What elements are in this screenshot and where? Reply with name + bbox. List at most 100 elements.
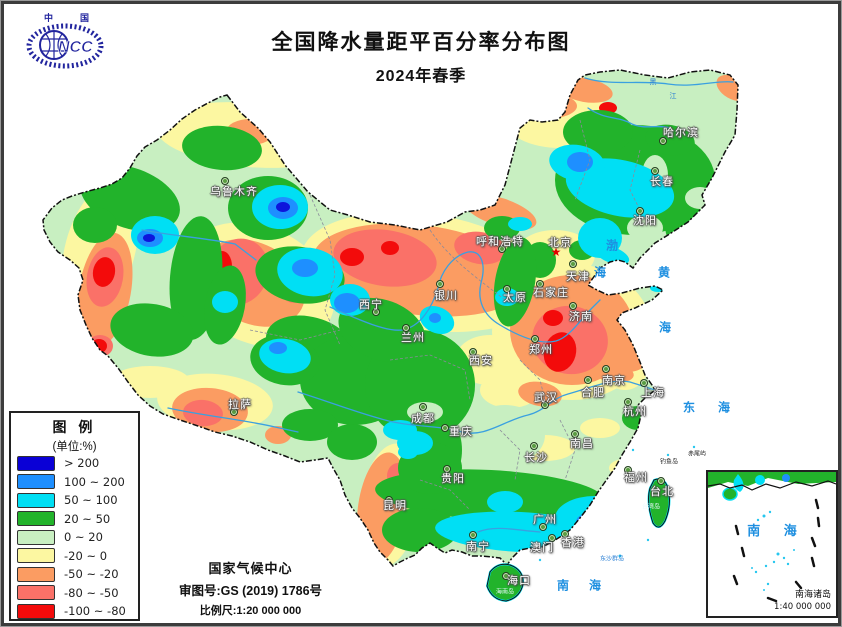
island-outlines <box>486 478 670 602</box>
legend-swatch <box>17 585 55 601</box>
legend-swatch <box>17 455 55 471</box>
city-dot <box>659 137 667 145</box>
legend-label: 0 ~ 20 <box>64 530 103 545</box>
legend-label: 50 ~ 100 <box>64 493 118 508</box>
city-label: 昆明 <box>383 500 407 512</box>
city-label: 呼和浩特 <box>476 236 524 248</box>
city-dot <box>548 534 556 542</box>
legend-swatch <box>17 548 55 564</box>
city-label: 南宁 <box>466 541 490 553</box>
city-dot <box>530 442 538 450</box>
city-label: 武汉 <box>534 392 558 404</box>
legend-item: 0 ~ 20 <box>17 528 132 547</box>
city-dot <box>503 285 511 293</box>
city-label: 海口 <box>507 575 531 587</box>
legend-unit: (单位:%) <box>52 441 97 453</box>
city-dot <box>419 403 427 411</box>
city-dot <box>498 245 506 253</box>
city-dot <box>402 324 410 332</box>
legend-label: 100 ~ 200 <box>64 474 125 489</box>
inset-graphic <box>707 472 837 603</box>
legend-item: > 200 <box>17 454 132 473</box>
city-dot <box>571 430 579 438</box>
city-dot <box>624 466 632 474</box>
legend-item: -50 ~ -20 <box>17 565 132 584</box>
city-label: 哈尔滨 <box>663 127 699 139</box>
city-label: 拉萨 <box>228 399 252 411</box>
city-label: 太原 <box>503 292 527 304</box>
city-label: 合肥 <box>581 387 605 399</box>
sea-label: 海 <box>588 578 602 593</box>
city-dot <box>584 376 592 384</box>
island-label: 钓鱼岛 <box>659 459 679 466</box>
city-dot <box>536 280 544 288</box>
legend-box: 图 例 (单位:%) > 200 100 ~ 200 50 ~ 100 20 ~ 50… <box>9 411 140 621</box>
city-label: 南京 <box>602 375 626 387</box>
approval-number: 审图号:GS (2019) 1786号 <box>178 584 323 598</box>
island-label: 江 <box>669 93 677 100</box>
city-dot <box>602 365 610 373</box>
legend-label: 20 ~ 50 <box>64 511 111 526</box>
legend-item: -80 ~ -50 <box>17 584 132 603</box>
city-dot <box>372 308 380 316</box>
city-label: 天津 <box>566 271 590 283</box>
inset-islands <box>751 510 795 591</box>
city-dot <box>469 531 477 539</box>
city-dot <box>539 523 547 531</box>
legend-swatch <box>17 529 55 545</box>
logo-ncc-text: NCC <box>58 39 93 56</box>
city-dot <box>561 530 569 538</box>
inset-scale: 1:40 000 000 <box>774 602 831 612</box>
legend-item: -20 ~ 0 <box>17 547 132 566</box>
sea-label: 南 <box>556 578 570 593</box>
page-subtitle: 2024年春季 <box>375 68 467 85</box>
org-name: 国家气候中心 <box>208 561 293 576</box>
small-islands <box>538 445 696 562</box>
sea-label: 海 <box>717 400 731 415</box>
city-label: 香港 <box>561 537 585 549</box>
legend-swatch <box>17 492 55 508</box>
footer-credits: 国家气候中心 审图号:GS (2019) 1786号 比例尺:1:20 000 … <box>148 558 353 618</box>
city-dot <box>441 424 449 432</box>
city-label: 长春 <box>650 176 674 188</box>
island-label: 东沙群岛 <box>599 556 625 563</box>
legend-swatch <box>17 603 55 619</box>
page-title: 全国降水量距平百分率分布图 <box>271 31 571 54</box>
legend-label: -80 ~ -50 <box>64 585 119 600</box>
map-scale: 比例尺:1:20 000 000 <box>199 605 302 617</box>
city-label: 长沙 <box>524 452 548 464</box>
legend-item: 100 ~ 200 <box>17 473 132 492</box>
legend-item: 20 ~ 50 <box>17 510 132 529</box>
capital-star-icon: ★ <box>550 245 562 259</box>
sea-label: 渤 <box>605 238 619 253</box>
legend-label: -100 ~ -80 <box>64 604 126 619</box>
legend-swatch <box>17 566 55 582</box>
sea-label: 黄 <box>657 265 671 280</box>
logo-wreath <box>26 23 104 69</box>
city-dot <box>469 348 477 356</box>
nine-dash-line <box>732 498 821 603</box>
city-dot <box>636 207 644 215</box>
city-label: 西宁 <box>359 299 383 311</box>
island-label: 黑 <box>649 79 657 86</box>
city-label: 兰州 <box>401 332 425 344</box>
island-label: 台湾岛 <box>641 504 661 511</box>
legend-swatch <box>17 511 55 527</box>
city-label: 澳门 <box>530 542 554 554</box>
sea-label: 海 <box>658 320 672 335</box>
island-label: 海南岛 <box>495 589 515 596</box>
city-label: 贵阳 <box>441 473 465 485</box>
city-label: 南昌 <box>570 438 594 450</box>
city-label: 沈阳 <box>633 215 657 227</box>
city-label: 福州 <box>624 472 648 484</box>
city-dot <box>385 496 393 504</box>
city-dot <box>502 572 510 580</box>
city-label: 上海 <box>641 387 665 399</box>
city-dot <box>531 335 539 343</box>
ncc-logo: 中 国 NCC <box>26 12 104 69</box>
